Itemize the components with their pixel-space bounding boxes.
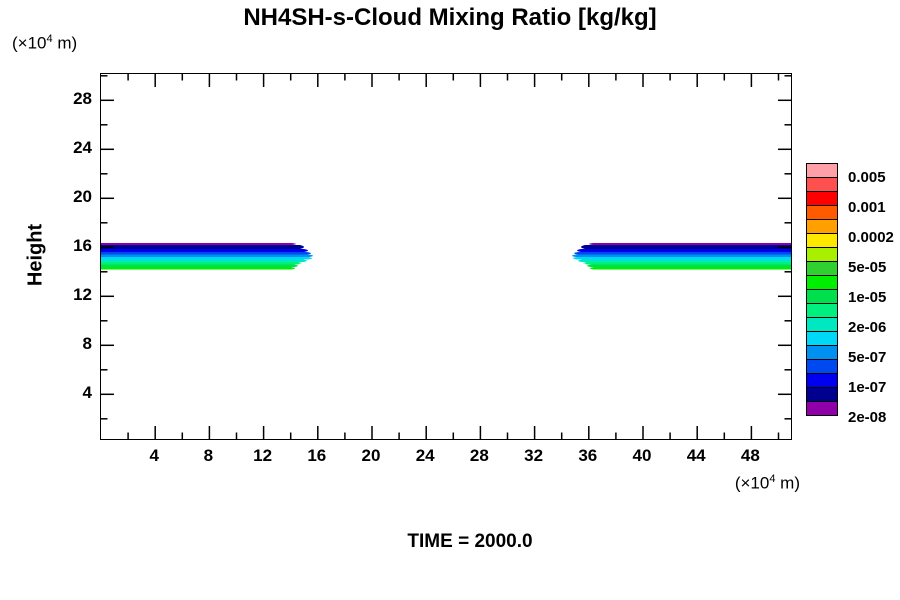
y-tick-label-28: 28	[73, 89, 92, 109]
time-annotation: TIME = 2000.0	[407, 531, 533, 552]
contour-stripe	[101, 262, 302, 265]
y-tick-label-12: 12	[73, 285, 92, 305]
y-tick-label-16: 16	[73, 236, 92, 256]
plot-area	[100, 73, 792, 440]
contour-stripe	[101, 259, 307, 262]
legend-swatch-2	[806, 191, 838, 206]
contour-stripe	[101, 254, 313, 257]
contour-stripe	[572, 254, 791, 257]
y-axis-unit-pre: (×10	[12, 33, 47, 53]
legend-swatch-12	[806, 331, 838, 346]
contour-stripe	[101, 257, 312, 260]
legend-swatch-7	[806, 261, 838, 276]
x-axis-unit-post: m)	[775, 473, 800, 493]
y-tick-label-20: 20	[73, 187, 92, 207]
legend-label-5e-07: 5e-07	[848, 349, 887, 366]
x-axis-unit-sup: 4	[769, 473, 776, 485]
contour-stripe	[581, 245, 791, 249]
x-tick-label-8: 8	[203, 446, 214, 465]
y-tick-label-24: 24	[73, 138, 92, 158]
contour-stripe	[101, 267, 295, 270]
contour-notch	[579, 263, 587, 268]
contour-stripe	[101, 249, 308, 252]
contour-stripe	[573, 257, 791, 260]
legend-swatch-3	[806, 205, 838, 220]
x-tick-label-48: 48	[740, 446, 760, 465]
x-tick-label-24: 24	[415, 446, 435, 465]
x-tick-label-36: 36	[578, 446, 598, 465]
contour-plot-canvas	[101, 74, 791, 439]
y-tick-label-4: 4	[82, 383, 92, 403]
contour-stripe	[589, 243, 791, 245]
legend-swatch-8	[806, 275, 838, 290]
contour-stripe	[101, 243, 296, 245]
x-axis-unit-pre: (×10	[734, 473, 770, 493]
x-tick-label-44: 44	[686, 446, 706, 465]
legend-label-2e-08: 2e-08	[848, 409, 887, 426]
legend-swatch-5	[806, 233, 838, 248]
legend-swatch-17	[806, 401, 838, 416]
legend-swatch-11	[806, 317, 838, 332]
y-axis-unit-post: m)	[52, 33, 78, 53]
legend-swatch-9	[806, 289, 838, 304]
legend-swatch-16	[806, 387, 838, 402]
chart-title: NH4SH-s-Cloud Mixing Ratio [kg/kg]	[243, 4, 657, 31]
contour-stripe	[574, 252, 791, 255]
y-tick-label-8: 8	[82, 334, 92, 354]
legend-label-1e-07: 1e-07	[848, 379, 887, 396]
legend-label-0.001: 0.001	[848, 199, 886, 216]
contour-stripe	[101, 245, 304, 249]
contour-notch	[298, 263, 306, 268]
x-tick-label-32: 32	[524, 446, 544, 465]
legend-swatch-10	[806, 303, 838, 318]
legend-swatch-1	[806, 177, 838, 192]
legend-label-0.0002: 0.0002	[848, 229, 894, 246]
y-axis-unit-label: (×104 m)	[12, 33, 77, 54]
legend-label-1e-05: 1e-05	[848, 289, 887, 306]
contour-stripe	[583, 262, 791, 265]
contour-stripe	[578, 259, 791, 262]
contour-stripe	[587, 264, 791, 267]
x-tick-label-16: 16	[307, 446, 327, 465]
contour-stripe	[101, 264, 298, 267]
color-legend: 0.005 0.001 0.0002 5e-05 1e-05 2e-06 5e-07 1e-0…	[806, 163, 900, 435]
legend-swatch-14	[806, 359, 838, 374]
x-tick-label-28: 28	[469, 446, 489, 465]
legend-label-2e-06: 2e-06	[848, 319, 887, 336]
legend-swatch-15	[806, 373, 838, 388]
x-tick-label-20: 20	[361, 446, 381, 465]
x-tick-label-40: 40	[632, 446, 652, 465]
x-tick-label-4: 4	[149, 446, 159, 465]
legend-swatch-6	[806, 247, 838, 262]
legend-label-5e-05: 5e-05	[848, 259, 887, 276]
legend-swatch-4	[806, 219, 838, 234]
contour-stripe	[101, 252, 311, 255]
legend-swatch-column	[806, 163, 900, 416]
legend-swatch-13	[806, 345, 838, 360]
x-tick-label-12: 12	[253, 446, 273, 465]
contour-stripe	[590, 267, 791, 270]
legend-label-0.005: 0.005	[848, 169, 886, 186]
x-axis-unit-label: (×104 m)	[700, 473, 800, 494]
legend-swatch-0	[806, 163, 838, 178]
y-axis-unit-sup: 4	[46, 33, 53, 45]
contour-stripe	[577, 249, 791, 252]
